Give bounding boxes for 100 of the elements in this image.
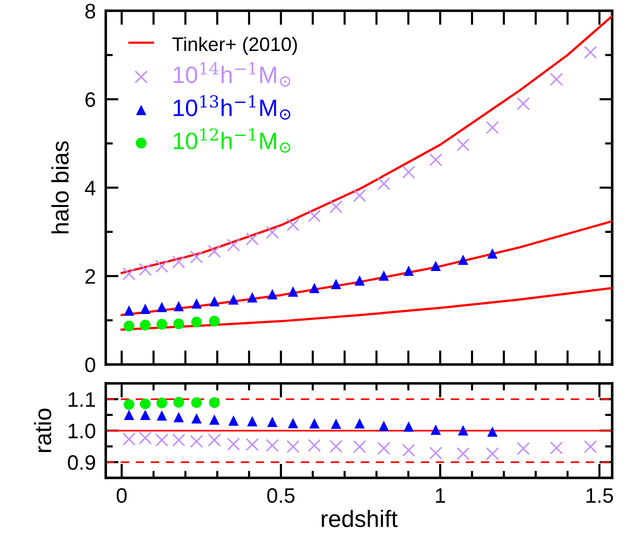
point [353,189,366,202]
point [122,432,136,446]
point [172,434,186,447]
point [550,441,563,454]
point [247,292,258,302]
point [487,248,498,259]
point [286,218,300,232]
point [353,440,366,454]
point [456,447,470,460]
point [140,398,151,410]
point [226,238,240,252]
point [190,250,204,264]
point [584,440,598,454]
x-tick-label: 1.5 [586,488,614,503]
point [308,209,321,222]
point [330,418,342,429]
point [309,282,320,294]
point [156,410,167,421]
point [378,270,389,281]
point [191,413,202,424]
point [122,267,136,280]
point [458,425,468,436]
point [286,440,300,454]
point [172,255,186,268]
point [156,302,167,312]
point [140,304,150,314]
y-tick-label: 8 [85,4,96,19]
y-tick-label: 4 [84,180,96,196]
point [226,438,240,451]
point [155,260,168,273]
line-series [120,286,612,331]
point [246,438,259,452]
y-tick-label: 1.0 [68,424,96,438]
point [124,399,134,410]
point [266,226,279,239]
point [173,318,184,330]
point [140,320,151,331]
point [516,97,530,110]
point [458,254,468,265]
point [155,434,168,447]
point [486,121,499,134]
point [516,442,530,456]
point [174,412,184,422]
y-axis-title: ratio [34,408,52,452]
x-tick-label: 1 [436,488,445,503]
point [377,177,390,190]
point [190,434,204,448]
legend-label: 10$^{12}$h$^{−1}$M$_{⊙}$ [174,128,290,153]
y-tick-label: 2 [86,269,95,284]
point [330,278,342,290]
point [209,414,220,425]
point [228,415,239,426]
point [208,434,221,447]
y-tick-label: 6 [86,92,96,107]
point [267,416,278,427]
point [156,318,168,330]
point [208,244,221,258]
x-tick-label: 0.5 [267,488,295,503]
point [456,138,470,152]
point [402,166,416,179]
point [354,418,365,429]
point [191,316,202,328]
point [430,424,441,435]
point [288,418,298,428]
point [124,305,134,316]
y-tick-label: 0.9 [68,455,96,470]
y-tick-label: 1.1 [68,392,96,407]
x-tick-label: 0 [116,488,127,503]
point [138,431,152,444]
legend-label: 10$^{14}$h$^{−1}$M$_{⊙}$ [174,62,290,87]
point [124,320,134,332]
point [209,296,220,306]
y-tick-label: 0 [85,358,96,372]
y-axis-title: halo bias [51,141,69,234]
point [403,421,414,432]
point [429,446,442,460]
point [308,438,321,452]
point [247,416,258,426]
point [208,397,220,408]
point [429,153,442,166]
point [246,232,259,246]
x-axis-title: redshift [322,510,398,528]
point [140,410,150,420]
point [288,286,298,297]
point [486,447,499,460]
point [309,418,320,429]
point [124,410,134,420]
line-series [120,14,612,274]
point [267,289,278,300]
legend-label: 10$^{13}$h$^{−1}$M$_{⊙}$ [174,95,290,120]
point [191,298,202,309]
point [487,426,498,437]
legend-label: Tinker+ (2010) [172,36,297,55]
point [266,438,279,452]
point [138,262,152,276]
point [191,397,202,408]
point [330,440,343,453]
point [550,72,563,86]
point [330,200,343,214]
point [430,260,441,272]
